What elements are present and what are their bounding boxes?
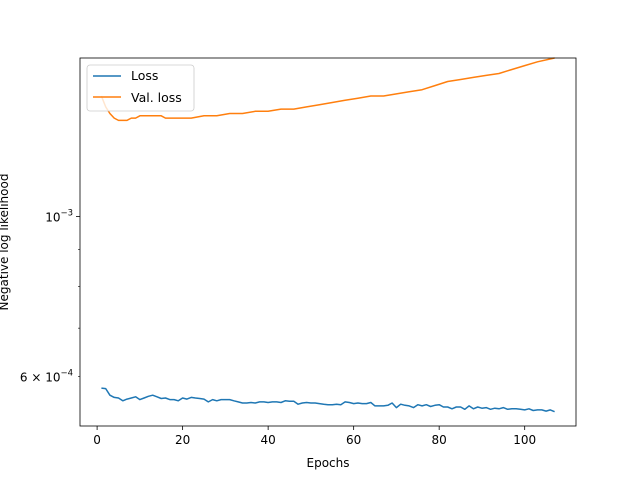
x-axis-label: Epochs <box>307 456 350 470</box>
series-layer <box>100 57 555 413</box>
x-tick-label: 60 <box>346 433 361 447</box>
series-line-val-loss <box>100 57 555 122</box>
y-tick-label-major: 10−3 <box>45 209 73 225</box>
x-tick-label: 40 <box>260 433 275 447</box>
x-axis-ticks: 0 20 40 60 80 100 <box>93 426 536 447</box>
x-tick-label: 20 <box>175 433 190 447</box>
y-tick-label-minor: 6 × 10−4 <box>20 368 73 384</box>
x-tick-label: 100 <box>513 433 536 447</box>
plot-frame <box>79 57 577 427</box>
legend: Loss Val. loss <box>86 64 195 112</box>
legend-label-val-loss: Val. loss <box>131 90 182 105</box>
x-tick-label: 80 <box>432 433 447 447</box>
x-tick-label: 0 <box>93 433 101 447</box>
series-line-loss <box>101 387 555 413</box>
legend-label-loss: Loss <box>131 68 158 83</box>
y-axis-ticks: 10−3 6 × 10−4 <box>20 209 80 384</box>
y-axis-label: Negative log likelihood <box>0 174 11 311</box>
